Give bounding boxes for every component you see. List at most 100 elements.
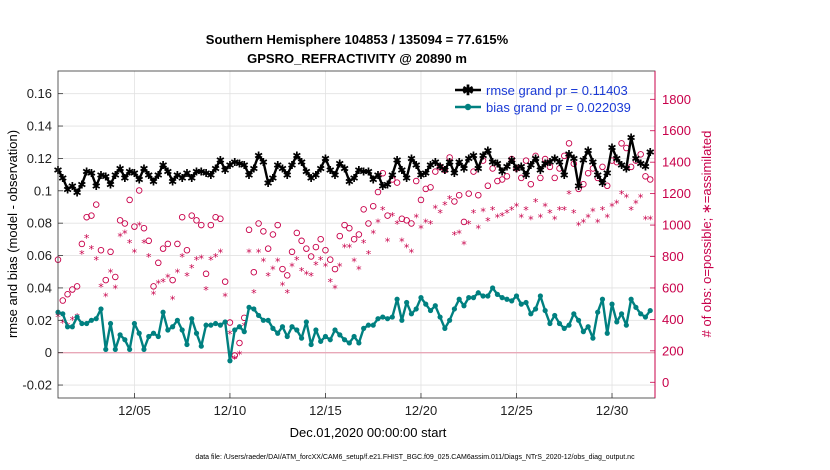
- obs-assimilated-point: *: [600, 204, 606, 217]
- rmse-point: ✱: [77, 179, 86, 192]
- bias-point: [213, 320, 219, 327]
- rmse-point: ✱: [412, 159, 421, 172]
- obs-possible-point: [245, 226, 253, 234]
- x-axis-label: Dec.01,2020 00:00:00 start: [290, 425, 447, 440]
- y-tick-label: 0.04: [27, 280, 52, 295]
- bias-point: [232, 327, 238, 333]
- obs-assimilated-point: *: [189, 262, 195, 275]
- obs-possible-point: [403, 217, 410, 224]
- bias-point: [217, 322, 223, 328]
- obs-assimilated-point: *: [433, 202, 439, 215]
- obs-assimilated-point: *: [595, 216, 601, 229]
- obs-assimilated-point: *: [428, 218, 434, 231]
- rmse-point: ✱: [144, 169, 153, 182]
- bias-point: [609, 301, 615, 307]
- obs-possible-point: [565, 140, 573, 147]
- rmse-point: ✱: [564, 148, 573, 161]
- obs-possible-point: [355, 231, 363, 238]
- rmse-point: ✱: [68, 180, 77, 193]
- obs-possible-point: [107, 248, 114, 256]
- obs-assimilated-point: *: [342, 242, 348, 255]
- obs-possible-point: [460, 218, 468, 226]
- rmse-point: ✱: [182, 167, 191, 180]
- rmse-point: ✱: [488, 156, 497, 169]
- obs-possible-point: [584, 169, 592, 177]
- legend-bias-marker: [464, 103, 472, 111]
- rmse-point: ✱: [555, 156, 564, 169]
- obs-possible-point: [73, 283, 81, 290]
- obs-possible-point: [202, 270, 210, 278]
- bias-point: [141, 346, 147, 353]
- obs-possible-point: [207, 221, 215, 229]
- obs-assimilated-point: *: [590, 205, 596, 218]
- bias-point: [341, 337, 348, 343]
- obs-assimilated-point: *: [538, 212, 544, 225]
- obs-assimilated-point: *: [628, 204, 634, 217]
- bias-point: [494, 291, 500, 297]
- bias-point: [628, 296, 634, 302]
- bias-point: [647, 307, 653, 314]
- bias-point: [193, 330, 200, 336]
- obs-assimilated-point: *: [199, 253, 205, 266]
- obs-assimilated-point: *: [232, 353, 238, 366]
- obs-assimilated-point: *: [213, 251, 219, 264]
- obs-possible-point: [260, 228, 267, 235]
- obs-possible-point: [317, 235, 324, 243]
- obs-possible-point: [446, 154, 453, 161]
- rmse-point: ✱: [268, 172, 277, 185]
- bias-point: [308, 341, 314, 348]
- obs-possible-point: [498, 176, 506, 183]
- rmse-point: ✱: [536, 164, 545, 177]
- y-right-tick-label: 0: [662, 375, 669, 390]
- rmse-point: ✱: [636, 157, 645, 170]
- obs-assimilated-point: *: [461, 238, 467, 251]
- rmse-point: ✱: [431, 156, 440, 169]
- obs-possible-point: [150, 283, 157, 290]
- bias-point: [64, 324, 71, 330]
- rmse-point: ✱: [115, 162, 124, 175]
- bias-point: [222, 319, 228, 325]
- obs-possible-point: [427, 184, 434, 191]
- rmse-point: ✱: [206, 169, 215, 182]
- bias-point: [537, 293, 543, 299]
- rmse-point: ✱: [139, 162, 148, 175]
- y-tick-label: 0.16: [27, 86, 52, 101]
- bias-point: [279, 324, 286, 330]
- obs-assimilated-point: *: [256, 246, 262, 259]
- y-right-tick-label: 1200: [662, 186, 691, 201]
- rmse-point: ✱: [340, 162, 349, 175]
- rmse-point: ✱: [612, 153, 621, 166]
- bias-point: [74, 314, 80, 320]
- bias-point: [246, 304, 252, 310]
- obs-assimilated-point: *: [437, 207, 443, 220]
- obs-possible-point: [393, 179, 401, 186]
- obs-possible-point: [255, 220, 262, 227]
- y-right-tick-label: 1600: [662, 123, 691, 138]
- rmse-point: ✱: [106, 179, 115, 192]
- rmse-point: ✱: [235, 157, 244, 170]
- obs-assimilated-point: *: [294, 254, 300, 267]
- obs-assimilated-point: *: [466, 218, 472, 231]
- bias-point: [580, 329, 586, 335]
- obs-possible-point: [69, 286, 76, 293]
- bias-point: [599, 296, 606, 302]
- bias-point: [260, 317, 266, 323]
- bias-point: [375, 316, 381, 322]
- obs-possible-point: [59, 297, 67, 304]
- rmse-point: ✱: [541, 157, 550, 170]
- rmse-point: ✱: [173, 169, 182, 182]
- bias-point: [566, 322, 572, 328]
- obs-possible-point: [432, 168, 439, 175]
- y-right-tick-label: 600: [662, 280, 684, 295]
- obs-assimilated-point: *: [170, 293, 176, 306]
- obs-assimilated-point: *: [456, 227, 462, 240]
- rmse-point: ✱: [435, 161, 444, 174]
- obs-assimilated-point: *: [208, 254, 214, 267]
- rmse-point: ✱: [498, 166, 507, 179]
- obs-assimilated-point: *: [299, 265, 305, 278]
- rmse-point: ✱: [101, 170, 110, 183]
- obs-possible-point: [470, 168, 477, 175]
- obs-assimilated-point: *: [447, 193, 453, 206]
- obs-assimilated-point: *: [624, 191, 630, 204]
- obs-possible-point: [283, 272, 291, 279]
